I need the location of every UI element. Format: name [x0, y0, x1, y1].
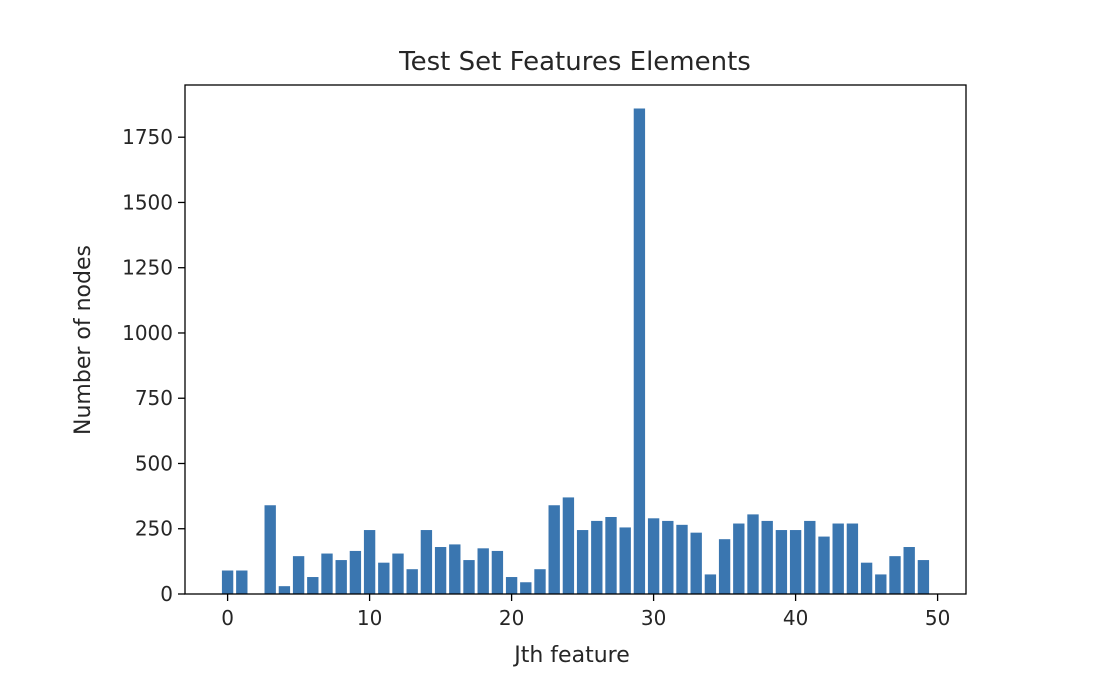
bar-28: [619, 527, 631, 594]
bar-24: [562, 497, 575, 594]
bar-27: [605, 516, 617, 594]
bar-8: [335, 560, 347, 594]
bar-34: [704, 574, 717, 594]
bar-21: [520, 582, 532, 594]
bar-11: [378, 562, 390, 594]
bar-45: [860, 562, 873, 594]
bar-23: [548, 505, 560, 594]
x-tick-label: 0: [221, 606, 234, 630]
bar-43: [832, 523, 844, 594]
bar-10: [363, 530, 376, 594]
bar-6: [307, 577, 319, 594]
bar-19: [491, 550, 504, 594]
bar-49: [917, 560, 930, 594]
y-axis-label: Number of nodes: [71, 245, 96, 435]
y-tick-label: 0: [160, 582, 173, 606]
bar-13: [406, 569, 418, 594]
bar-25: [576, 530, 589, 594]
chart-title: Test Set Features Elements: [398, 47, 751, 77]
bar-4: [278, 586, 291, 594]
bar-35: [718, 539, 731, 594]
bar-18: [477, 548, 489, 594]
bars-group: [221, 108, 930, 594]
bar-0: [221, 570, 234, 594]
bar-14: [420, 530, 433, 594]
x-tick-label: 40: [783, 606, 808, 630]
y-tick-label: 1750: [122, 125, 173, 149]
bar-12: [392, 553, 404, 594]
bar-16: [449, 544, 461, 594]
bar-26: [591, 520, 603, 594]
y-tick-label: 1250: [122, 256, 173, 280]
plot-frame: [184, 84, 967, 595]
bar-33: [690, 532, 702, 594]
y-tick-label: 1000: [122, 321, 173, 345]
bar-1: [236, 570, 248, 594]
bar-46: [875, 574, 887, 594]
bar-3: [264, 505, 276, 594]
bar-20: [505, 577, 518, 594]
x-axis-ticks: 0 10 20 30 40 50: [221, 594, 950, 630]
bar-42: [818, 536, 830, 594]
bar-39: [775, 530, 788, 594]
bar-9: [349, 550, 362, 594]
y-tick-label: 500: [135, 451, 173, 475]
x-tick-label: 10: [357, 606, 382, 630]
x-axis-label: Jth feature: [512, 643, 629, 668]
bar-48: [903, 547, 915, 594]
y-axis-ticks: 0 250 500 750 1000 1250 1500 1750: [122, 125, 185, 606]
x-tick-label: 30: [641, 606, 666, 630]
x-tick-label: 50: [925, 606, 950, 630]
y-tick-label: 1500: [122, 190, 173, 214]
bar-17: [463, 560, 475, 594]
bar-44: [846, 523, 859, 594]
bar-41: [804, 520, 816, 594]
bar-30: [647, 518, 660, 594]
bar-37: [747, 514, 759, 594]
bar-38: [761, 520, 773, 594]
bar-40: [789, 530, 802, 594]
bar-36: [733, 523, 745, 594]
bar-32: [676, 524, 688, 594]
bar-5: [292, 556, 305, 594]
y-tick-label: 250: [135, 517, 173, 541]
y-tick-label: 750: [135, 386, 173, 410]
bar-29: [633, 108, 646, 594]
x-tick-label: 20: [499, 606, 524, 630]
bar-7: [321, 553, 333, 594]
bar-22: [534, 569, 546, 594]
bar-15: [434, 547, 447, 594]
bar-31: [662, 520, 674, 594]
bar-47: [889, 556, 901, 594]
